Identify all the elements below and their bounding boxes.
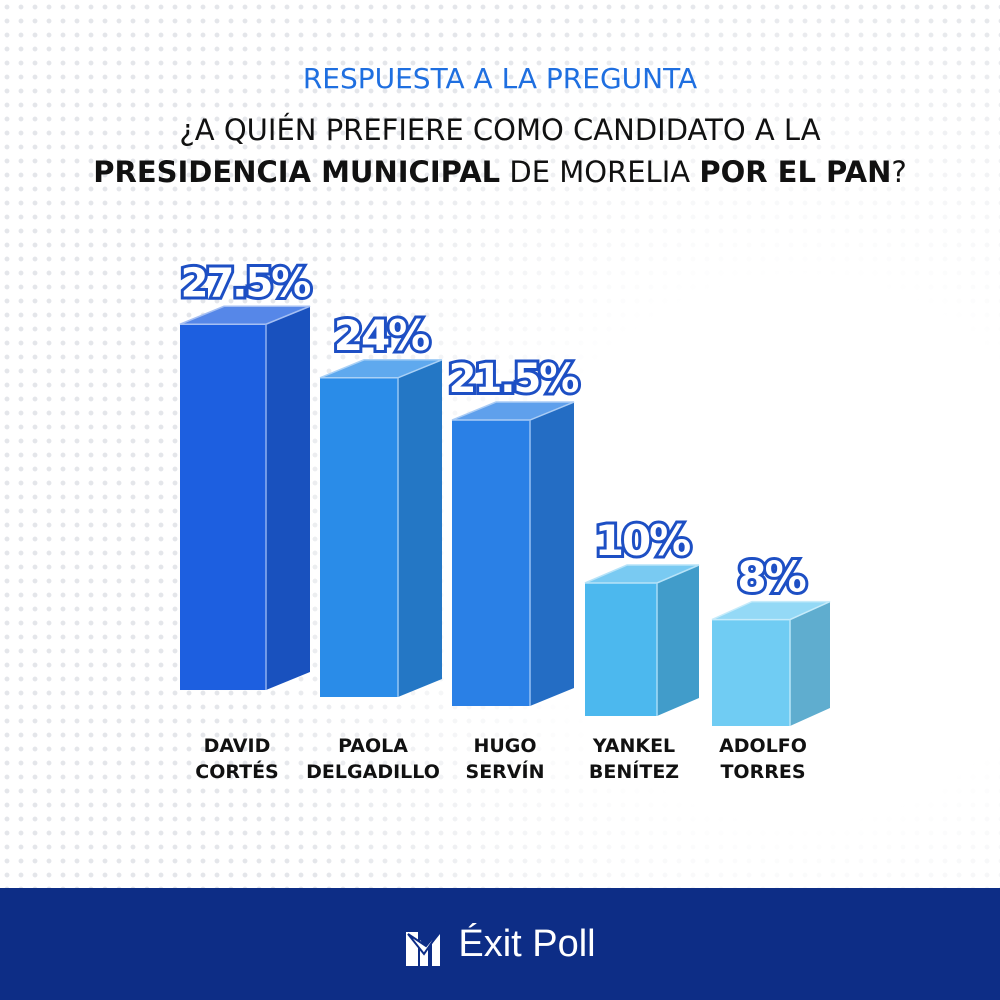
data-label: 27.5% [181,260,311,306]
category-label: PAOLA [338,735,408,757]
data-label: 10% [595,516,690,565]
bar-front [452,420,530,706]
data-label: 24% [334,311,429,360]
bar-side [657,565,699,716]
bar-chart: 27.5% DAVID CORTÉS 24% PAOLA DELGADILLO 21.5% H… [178,257,831,783]
question-end: ? [891,155,907,189]
bar-side [790,601,830,726]
question-bold-1: PRESIDENCIA MUNICIPAL [93,155,501,189]
category-label: DELGADILLO [306,761,440,783]
question-line-1: ¿A QUIÉN PREFIERE COMO CANDIDATO A LA [179,113,821,147]
category-label: YANKEL [592,735,675,757]
bar-front [320,377,398,697]
check-bars-logo-icon [406,921,448,966]
category-label: DAVID [204,735,271,757]
category-label: CORTÉS [195,760,279,783]
bar-front [585,583,657,716]
footer: Éxit Poll [0,888,1000,1000]
data-label: 8% [737,553,805,602]
bar-side [530,402,574,706]
bar-side [398,359,442,697]
category-label: ADOLFO [719,735,807,757]
bar-front [180,324,266,690]
category-label: HUGO [473,735,536,757]
data-label: 21.5% [449,356,579,402]
bar-top [451,401,575,421]
category-label: BENÍTEZ [589,760,679,783]
category-label: TORRES [720,761,805,783]
bar-top [319,359,443,379]
bar-top [584,564,700,584]
subtitle: RESPUESTA A LA PREGUNTA [302,62,698,95]
brand-name: Éxit Poll [458,922,596,965]
bar-top [711,600,831,621]
bar-front [712,619,790,726]
category-label: SERVÍN [466,760,545,783]
bar-side [266,306,310,690]
bar-top [179,305,311,325]
question-line-2: PRESIDENCIA MUNICIPAL DE MORELIA POR EL … [0,155,1000,189]
question-normal: DE MORELIA [500,155,700,189]
question-bold-2: POR EL PAN [699,155,892,189]
